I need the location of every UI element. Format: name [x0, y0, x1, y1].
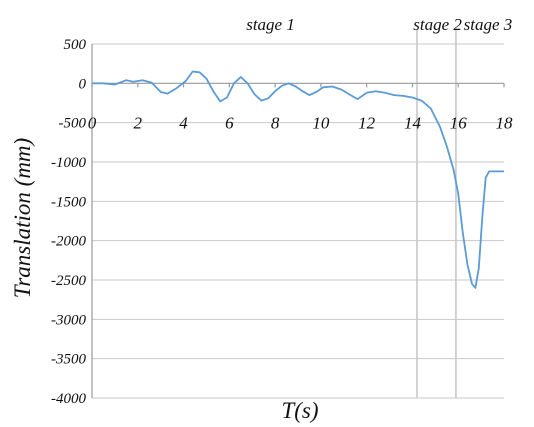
- stage-label: stage 3: [464, 15, 513, 34]
- stage-boundaries: stage 1 stage 2 stage 3: [246, 15, 512, 398]
- axes: [91, 44, 505, 398]
- y-axis-title: Translation (mm): [10, 138, 35, 298]
- y-tick-label: -2500: [51, 273, 86, 289]
- grid-layer: [92, 43, 504, 399]
- series-line: [92, 70, 504, 289]
- y-tick-label: -2000: [51, 234, 86, 250]
- x-tick-label: 8: [271, 114, 280, 133]
- tick-labels: 5000-500-1000-1500-2000-2500-3000-3500-4…: [51, 37, 513, 407]
- y-tick-label: -500: [59, 116, 87, 132]
- series-layer: [92, 70, 504, 289]
- stage-label: stage 2: [413, 15, 462, 34]
- x-tick-label: 16: [450, 114, 468, 133]
- x-tick-label: 0: [88, 114, 97, 133]
- x-tick-label: 2: [134, 114, 143, 133]
- x-tick-label: 12: [358, 114, 376, 133]
- x-tick-label: 18: [496, 114, 514, 133]
- y-tick-label: -3000: [51, 312, 86, 328]
- y-tick-label: 500: [64, 37, 87, 53]
- y-tick-label: -4000: [51, 391, 86, 407]
- x-tick-label: 10: [312, 114, 330, 133]
- y-tick-label: 0: [79, 76, 87, 92]
- y-tick-label: -1500: [51, 194, 86, 210]
- x-axis-title: T(s): [281, 398, 318, 423]
- x-tick-label: 4: [179, 114, 188, 133]
- y-tick-label: -1000: [51, 155, 86, 171]
- y-tick-label: -3500: [51, 352, 86, 368]
- x-tick-label: 6: [225, 114, 234, 133]
- x-tick-label: 14: [404, 114, 422, 133]
- stage-label: stage 1: [246, 15, 295, 34]
